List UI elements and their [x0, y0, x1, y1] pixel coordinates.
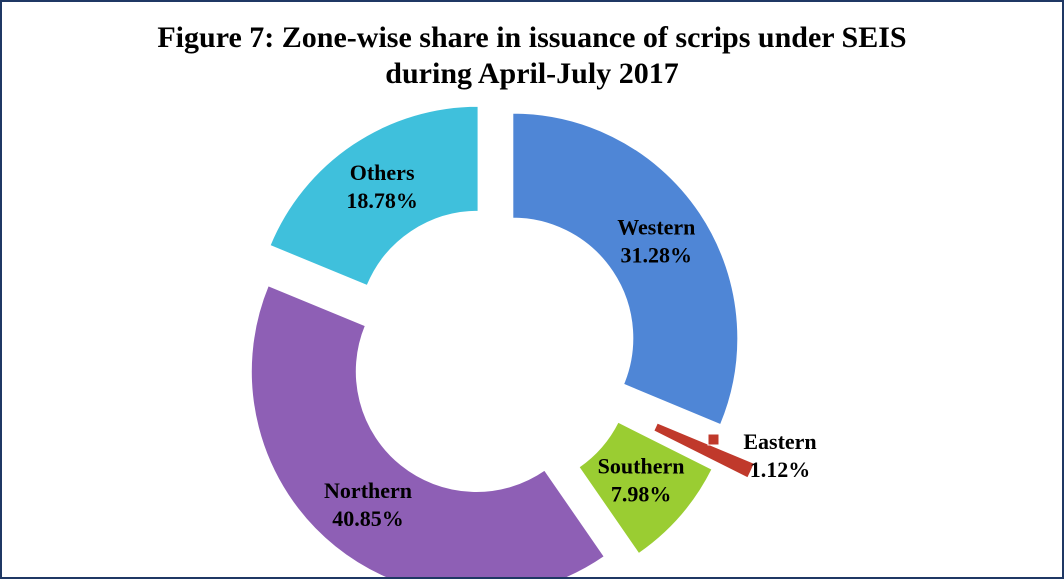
data-label: Others 18.78% — [346, 160, 418, 213]
donut-slice — [578, 421, 713, 555]
donut-slice — [250, 285, 605, 577]
title-box: Figure 7: Zone-wise share in issuance of… — [2, 20, 1062, 92]
donut-slice — [269, 105, 479, 287]
data-label: Northern 40.85% — [324, 478, 412, 531]
donut-slice — [653, 422, 755, 479]
value-label: 40.85% — [332, 506, 404, 531]
chart-title: Figure 7: Zone-wise share in issuance of… — [157, 21, 907, 90]
value-label: 1.12% — [750, 457, 811, 482]
label-marker — [707, 433, 720, 446]
category-label: Eastern — [743, 429, 816, 454]
category-label: Western — [617, 214, 695, 239]
category-label: Others — [350, 160, 415, 185]
category-label: Southern — [598, 454, 685, 479]
value-label: 7.98% — [611, 482, 672, 507]
value-label: 18.78% — [346, 188, 418, 213]
donut-slice — [512, 112, 739, 426]
value-label: 31.28% — [621, 242, 693, 267]
category-label: Northern — [324, 478, 412, 503]
data-label: Eastern 1.12% — [743, 429, 816, 482]
data-label: Southern 7.98% — [598, 454, 685, 507]
data-label: Western 31.28% — [617, 214, 695, 267]
